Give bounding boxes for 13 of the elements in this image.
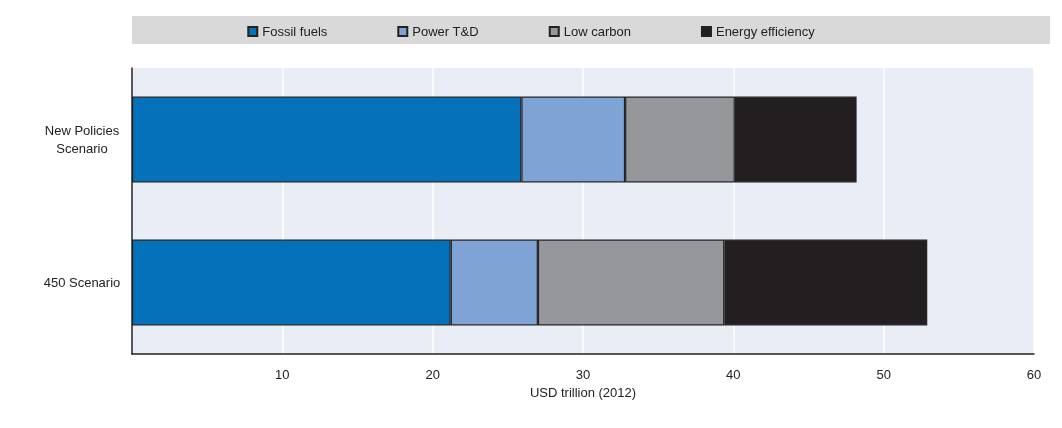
x-tick-label: 50 (876, 367, 891, 382)
x-tick-label: 30 (575, 367, 591, 382)
x-axis-title: USD trillion (2012) (529, 385, 637, 400)
x-tick-label: 40 (726, 367, 741, 382)
x-tick-label: 20 (425, 367, 440, 382)
legend-label: Power T&D (412, 24, 479, 39)
x-tick-label: 10 (275, 367, 290, 382)
y-tick-label: New Policies Scenario (44, 123, 120, 156)
x-tick-label: 60 (1026, 367, 1042, 382)
legend-label: Low carbon (563, 24, 631, 39)
legend-label: Energy efficiency (715, 24, 816, 39)
y-tick-label: 450 Scenario (43, 275, 121, 290)
legend-label: Fossil fuels (262, 24, 328, 39)
